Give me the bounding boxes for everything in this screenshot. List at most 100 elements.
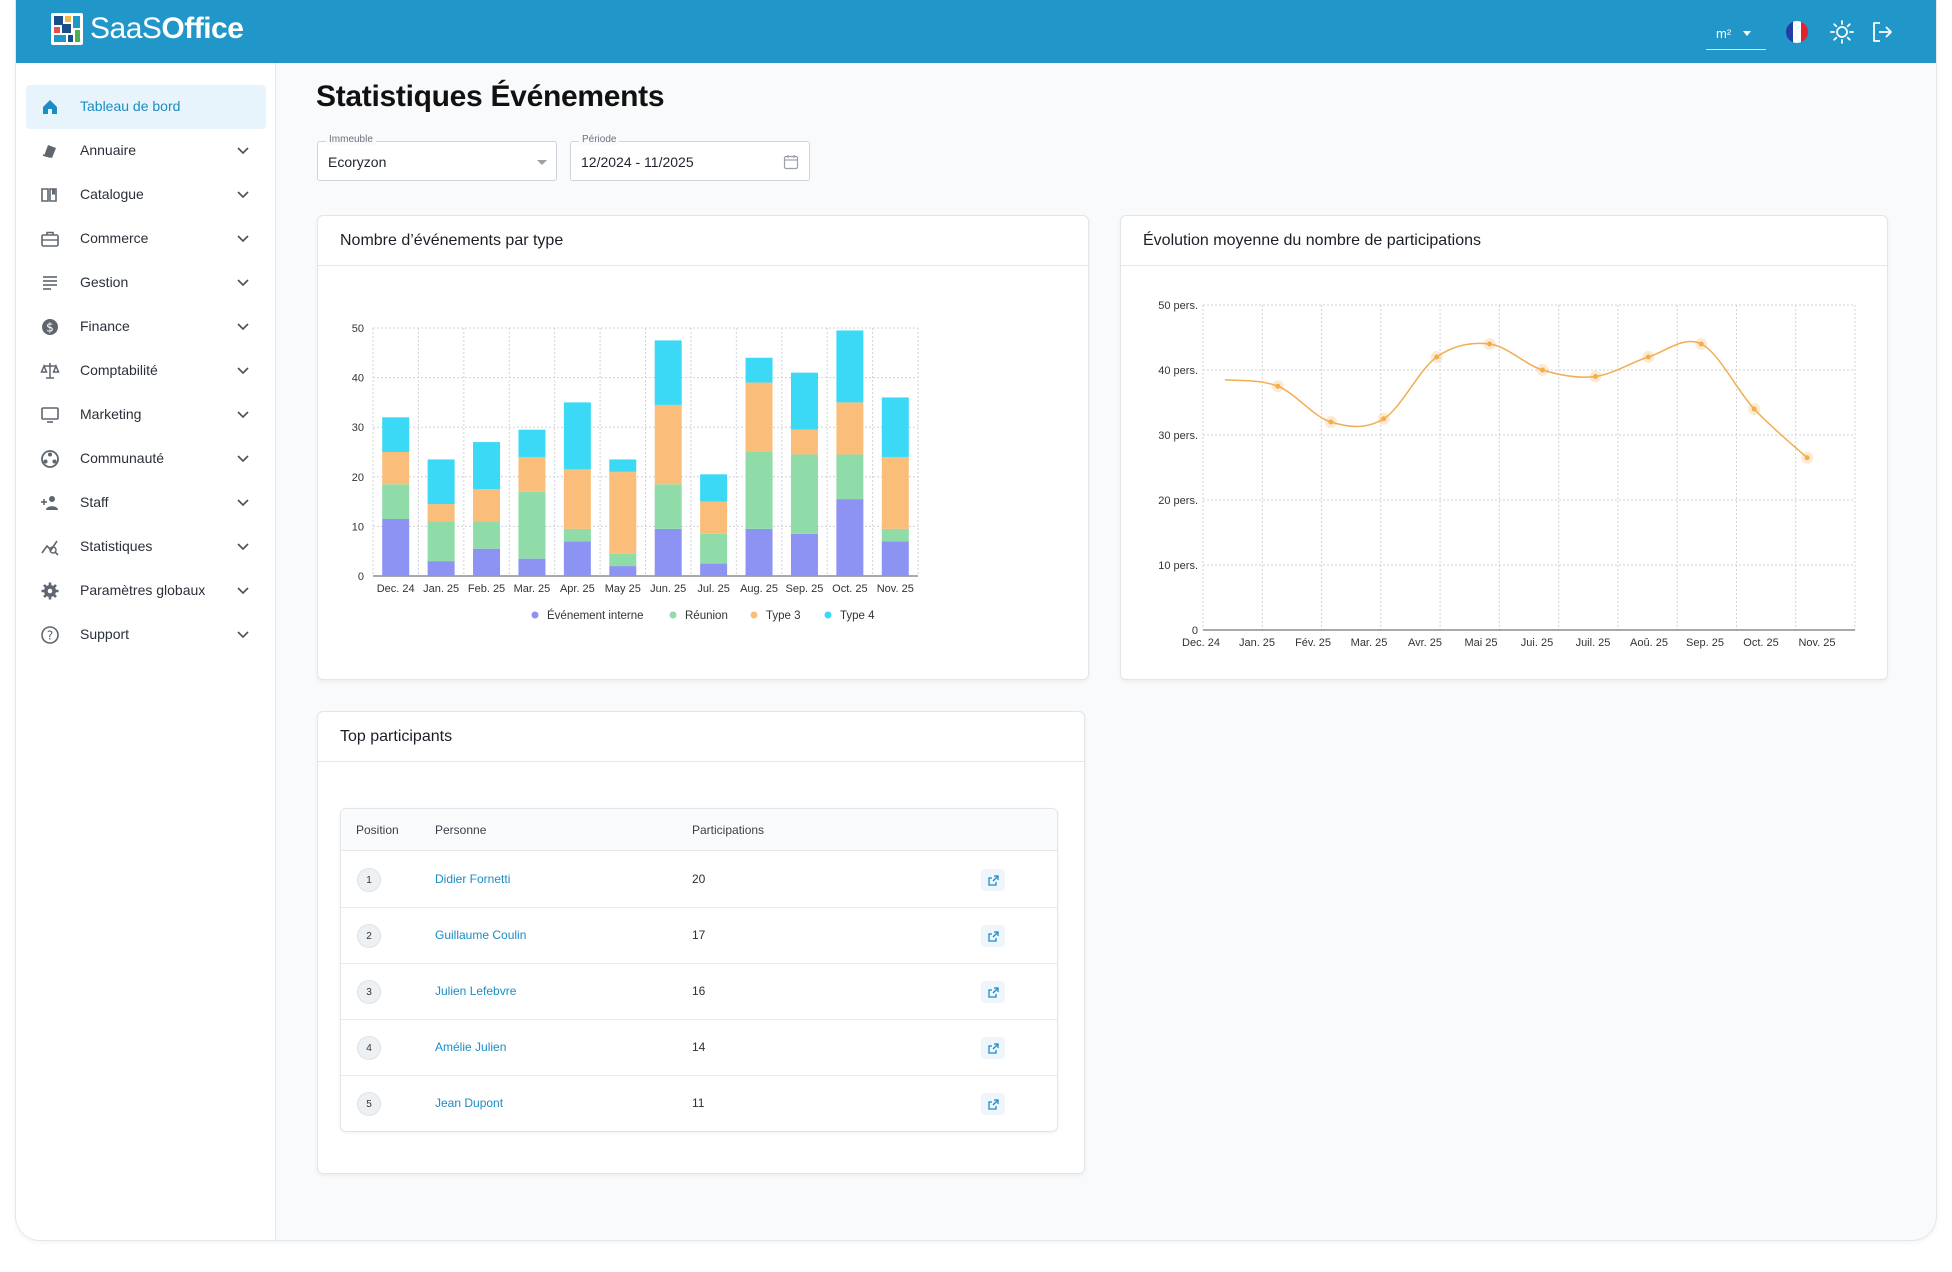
bar-segment[interactable] xyxy=(427,504,455,522)
bar-segment[interactable] xyxy=(745,452,773,529)
bar-segment[interactable] xyxy=(563,528,591,542)
person-link[interactable]: Didier Fornetti xyxy=(435,872,511,886)
legend-label[interactable]: Type 4 xyxy=(840,610,875,622)
data-point[interactable] xyxy=(1381,416,1387,422)
bar-segment[interactable] xyxy=(609,566,637,576)
bar-segment[interactable] xyxy=(473,442,501,490)
chevron-down-icon[interactable] xyxy=(236,187,250,201)
logout-icon[interactable] xyxy=(1869,19,1895,45)
sidebar-item-list[interactable]: Gestion xyxy=(26,261,266,305)
bar-segment[interactable] xyxy=(654,528,682,576)
sidebar-item-gear[interactable]: Paramètres globaux xyxy=(26,569,266,613)
person-link[interactable]: Jean Dupont xyxy=(435,1096,504,1110)
data-point[interactable] xyxy=(1328,419,1334,425)
sidebar-item-book[interactable]: Catalogue xyxy=(26,173,266,217)
bar-segment[interactable] xyxy=(790,429,818,455)
chevron-down-icon[interactable] xyxy=(236,495,250,509)
chevron-down-icon[interactable] xyxy=(236,451,250,465)
open-person-button[interactable] xyxy=(981,925,1005,947)
legend-label[interactable]: Réunion xyxy=(685,610,728,622)
data-point[interactable] xyxy=(1434,354,1440,360)
data-point[interactable] xyxy=(1804,455,1810,461)
bar-segment[interactable] xyxy=(382,417,410,452)
person-link[interactable]: Amélie Julien xyxy=(435,1040,507,1054)
bar-segment[interactable] xyxy=(836,330,864,403)
bar-segment[interactable] xyxy=(609,459,637,472)
bar-segment[interactable] xyxy=(881,528,909,542)
sidebar-item-dollar[interactable]: $ Finance xyxy=(26,305,266,349)
sidebar-item-monitor[interactable]: Marketing xyxy=(26,393,266,437)
bar-segment[interactable] xyxy=(518,456,546,492)
bar-segment[interactable] xyxy=(745,382,773,452)
chevron-down-icon[interactable] xyxy=(236,363,250,377)
bar-segment[interactable] xyxy=(518,558,546,576)
bar-segment[interactable] xyxy=(382,518,410,576)
chevron-down-icon[interactable] xyxy=(236,319,250,333)
sidebar-item-directory[interactable]: Annuaire xyxy=(26,129,266,173)
bar-segment[interactable] xyxy=(790,454,818,534)
legend-label[interactable]: Événement interne xyxy=(547,609,644,622)
legend-swatch[interactable] xyxy=(531,611,539,619)
bar-segment[interactable] xyxy=(473,521,501,549)
data-point[interactable] xyxy=(1487,341,1493,347)
sidebar-item-home[interactable]: Tableau de bord xyxy=(26,85,266,129)
sidebar-item-add-person[interactable]: Staff xyxy=(26,481,266,525)
period-picker[interactable]: Période 12/2024 - 11/2025 xyxy=(570,134,810,181)
column-header-participations[interactable]: Participations xyxy=(692,823,765,837)
data-point[interactable] xyxy=(1645,354,1651,360)
sun-icon[interactable] xyxy=(1829,19,1855,45)
legend-swatch[interactable] xyxy=(824,611,832,619)
bar-segment[interactable] xyxy=(700,501,728,534)
bar-segment[interactable] xyxy=(609,471,637,554)
open-person-button[interactable] xyxy=(981,1093,1005,1115)
chevron-down-icon[interactable] xyxy=(236,407,250,421)
calendar-icon[interactable] xyxy=(783,154,799,170)
french-flag-icon[interactable] xyxy=(1786,21,1808,43)
bar-segment[interactable] xyxy=(427,459,455,505)
bar-segment[interactable] xyxy=(427,521,455,562)
bar-segment[interactable] xyxy=(518,491,546,559)
legend-label[interactable]: Type 3 xyxy=(766,610,801,622)
data-point[interactable] xyxy=(1751,406,1757,412)
bar-segment[interactable] xyxy=(473,489,501,522)
sidebar-item-community[interactable]: Communauté xyxy=(26,437,266,481)
app-logo[interactable]: SaaSOffice xyxy=(50,12,244,46)
legend-swatch[interactable] xyxy=(750,611,758,619)
data-point[interactable] xyxy=(1275,383,1281,389)
bar-segment[interactable] xyxy=(700,474,728,502)
bar-segment[interactable] xyxy=(836,454,864,500)
bar-segment[interactable] xyxy=(563,469,591,529)
open-person-button[interactable] xyxy=(981,1037,1005,1059)
bar-segment[interactable] xyxy=(609,553,637,567)
person-link[interactable]: Julien Lefebvre xyxy=(435,984,517,998)
bar-segment[interactable] xyxy=(881,541,909,576)
chevron-down-icon[interactable] xyxy=(236,539,250,553)
chevron-down-icon[interactable] xyxy=(236,275,250,289)
sidebar-item-scale[interactable]: Comptabilité xyxy=(26,349,266,393)
bar-segment[interactable] xyxy=(836,402,864,455)
bar-segment[interactable] xyxy=(654,484,682,529)
bar-segment[interactable] xyxy=(563,541,591,576)
bar-segment[interactable] xyxy=(563,402,591,470)
bar-segment[interactable] xyxy=(382,484,410,519)
bar-segment[interactable] xyxy=(518,429,546,457)
column-header-position[interactable]: Position xyxy=(356,823,399,837)
bar-segment[interactable] xyxy=(836,499,864,576)
bar-segment[interactable] xyxy=(790,372,818,430)
sidebar-item-help[interactable]: ? Support xyxy=(26,613,266,657)
bar-segment[interactable] xyxy=(700,563,728,576)
bar-segment[interactable] xyxy=(745,357,773,383)
chevron-down-icon[interactable] xyxy=(236,143,250,157)
bar-segment[interactable] xyxy=(473,548,501,576)
chevron-down-icon[interactable] xyxy=(236,627,250,641)
bar-segment[interactable] xyxy=(382,452,410,485)
open-person-button[interactable] xyxy=(981,981,1005,1003)
bar-segment[interactable] xyxy=(654,404,682,485)
person-link[interactable]: Guillaume Coulin xyxy=(435,928,527,942)
chevron-down-icon[interactable] xyxy=(236,583,250,597)
data-point[interactable] xyxy=(1698,341,1704,347)
open-person-button[interactable] xyxy=(981,869,1005,891)
column-header-person[interactable]: Personne xyxy=(435,823,487,837)
building-select[interactable]: Immeuble Ecoryzon xyxy=(317,134,557,181)
bar-segment[interactable] xyxy=(790,533,818,576)
